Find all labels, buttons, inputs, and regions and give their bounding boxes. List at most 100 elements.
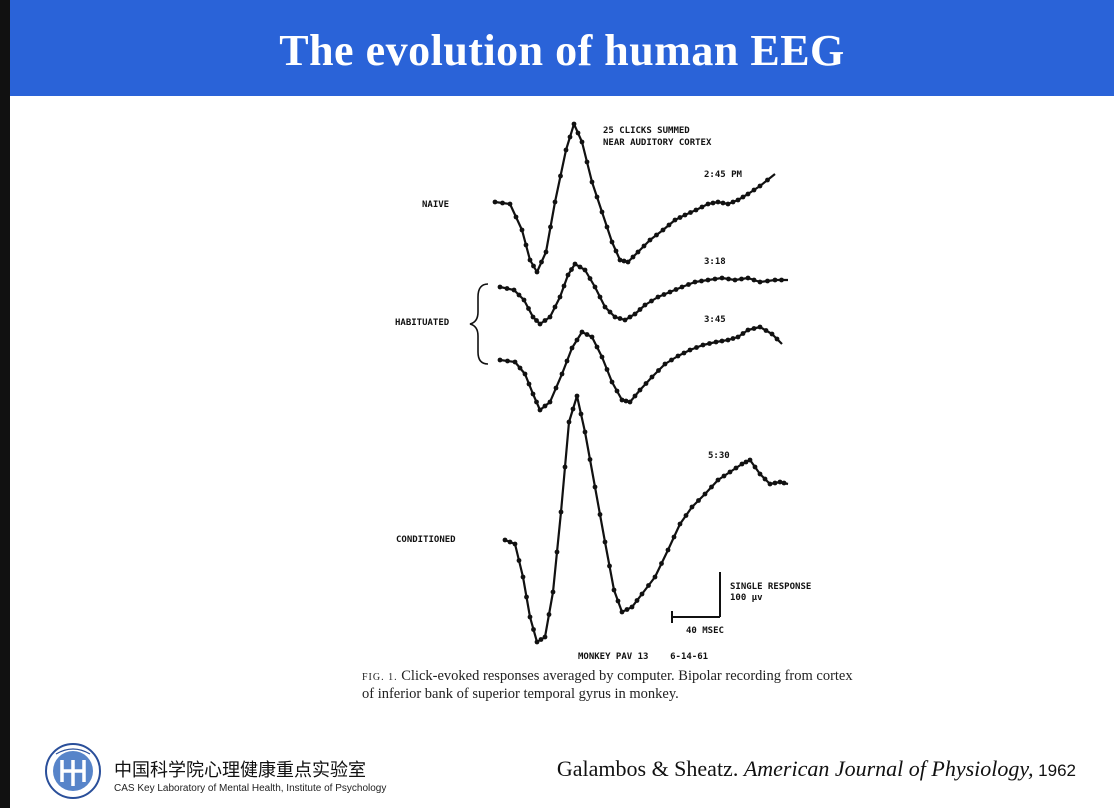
trace-naive-point bbox=[745, 191, 751, 197]
trace-naive-point bbox=[647, 237, 653, 243]
trace-habituated-2-point bbox=[662, 361, 668, 367]
trace-habituated-2-point bbox=[774, 336, 780, 342]
trace-habituated-2 bbox=[499, 325, 783, 412]
trace-conditioned-point bbox=[550, 589, 556, 595]
trace-naive-point bbox=[705, 201, 711, 207]
trace-naive-point bbox=[609, 239, 615, 245]
trace-conditioned-point bbox=[634, 598, 640, 603]
trace-habituated-1-point bbox=[667, 289, 673, 295]
trace-conditioned-point bbox=[683, 513, 689, 518]
trace-conditioned-point bbox=[702, 491, 708, 497]
trace-naive-point bbox=[575, 130, 581, 136]
trace-habituated-2-point bbox=[614, 388, 620, 394]
trace-habituated-1-point bbox=[692, 279, 698, 285]
trace-habituated-1-point bbox=[521, 297, 527, 303]
trace-conditioned-point bbox=[709, 484, 714, 490]
trace-habituated-2-point bbox=[745, 327, 751, 333]
citation-journal: American Journal of Physiology, bbox=[743, 756, 1034, 781]
trace-habituated-1-point bbox=[627, 314, 633, 320]
trace-habituated-2-point bbox=[700, 342, 706, 348]
trace-naive-point bbox=[599, 209, 605, 215]
trace-habituated-1-point bbox=[497, 284, 503, 290]
trace-naive-point bbox=[584, 159, 590, 165]
trace-habituated-1-point bbox=[617, 316, 623, 321]
trace-conditioned-point bbox=[767, 481, 773, 487]
slide-title: The evolution of human EEG bbox=[279, 25, 845, 75]
trace-conditioned-point bbox=[671, 534, 677, 540]
trace-conditioned-point bbox=[538, 637, 544, 642]
trace-naive-point bbox=[677, 215, 683, 220]
trace-habituated-2-point bbox=[599, 354, 605, 360]
trace-habituated-1-point bbox=[712, 276, 718, 282]
eeg-figure: 25 CLICKS SUMMED NEAR AUDITORY CORTEX NA… bbox=[370, 112, 850, 722]
trace-conditioned-point bbox=[696, 498, 701, 503]
trace-conditioned-point bbox=[615, 598, 621, 604]
trace-habituated-2-point bbox=[681, 350, 687, 356]
habituated-brace bbox=[469, 283, 489, 365]
trace-habituated-2-point bbox=[656, 368, 661, 373]
institution-name-en: CAS Key Laboratory of Mental Health, Ins… bbox=[114, 783, 387, 794]
left-edge-bar bbox=[0, 0, 10, 808]
trace-habituated-1-point bbox=[577, 264, 583, 270]
trace-time-habituated-1: 3:18 bbox=[704, 257, 726, 267]
trace-naive-point bbox=[617, 257, 623, 263]
trace-habituated-1-point bbox=[745, 275, 751, 281]
trace-conditioned-point bbox=[527, 614, 533, 620]
trace-conditioned-point bbox=[524, 594, 529, 600]
trace-label-naive: NAIVE bbox=[422, 200, 450, 210]
trace-habituated-2-point bbox=[579, 329, 585, 335]
trace-habituated-2-point bbox=[584, 332, 590, 337]
trace-naive-point bbox=[710, 200, 716, 206]
trace-conditioned-point bbox=[715, 477, 721, 483]
trace-habituated-1-point bbox=[679, 284, 685, 290]
trace-habituated-1-point bbox=[530, 314, 536, 320]
trace-habituated-2-point bbox=[725, 337, 731, 343]
trace-conditioned-point bbox=[689, 504, 695, 510]
trace-conditioned-point bbox=[570, 406, 576, 412]
trace-habituated-2-point bbox=[553, 385, 559, 391]
trace-habituated-1-point bbox=[587, 276, 593, 281]
trace-naive-point bbox=[635, 249, 641, 255]
trace-naive-point bbox=[730, 199, 736, 205]
trace-habituated-2-point bbox=[735, 334, 741, 340]
trace-habituated-2-point bbox=[713, 339, 719, 345]
trace-conditioned-point bbox=[677, 521, 683, 527]
title-bar: The evolution of human EEG bbox=[10, 0, 1114, 96]
trace-habituated-2-point bbox=[637, 387, 643, 393]
trace-conditioned-point bbox=[665, 547, 671, 553]
trace-habituated-1-point bbox=[526, 306, 531, 311]
trace-habituated-2-point bbox=[669, 357, 674, 363]
top-label-line1: 25 CLICKS SUMMED bbox=[603, 126, 690, 136]
trace-conditioned bbox=[504, 394, 789, 644]
trace-naive-point bbox=[625, 259, 631, 265]
trace-naive-point bbox=[735, 197, 741, 203]
trace-naive-point bbox=[720, 200, 726, 206]
trace-conditioned-point bbox=[652, 574, 658, 580]
trace-naive-point bbox=[579, 139, 585, 145]
trace-habituated-1-point bbox=[622, 317, 628, 323]
trace-habituated-2-point bbox=[497, 357, 503, 363]
trace-habituated-2-point bbox=[574, 337, 580, 343]
trace-habituated-2-point bbox=[526, 381, 532, 387]
trace-conditioned-point bbox=[574, 393, 580, 399]
trace-habituated-1-point bbox=[699, 278, 704, 284]
caption-text: Click-evoked responses averaged by compu… bbox=[362, 668, 853, 702]
cas-psychology-logo-icon bbox=[42, 742, 104, 800]
trace-habituated-1-point bbox=[719, 275, 725, 281]
trace-habituated-2-point bbox=[730, 336, 736, 341]
trace-naive-point bbox=[539, 259, 544, 265]
trace-naive-point bbox=[500, 200, 505, 206]
trace-naive-point bbox=[660, 227, 666, 233]
trace-naive-point bbox=[527, 257, 533, 263]
trace-naive-point bbox=[693, 207, 699, 213]
trace-time-naive: 2:45 PM bbox=[704, 170, 742, 180]
trace-naive-point bbox=[765, 177, 770, 183]
trace-conditioned-point bbox=[721, 473, 727, 479]
trace-habituated-1-point bbox=[779, 277, 784, 283]
trace-conditioned-point bbox=[619, 609, 625, 615]
trace-habituated-1-point bbox=[561, 283, 567, 289]
trace-habituated-2-point bbox=[751, 326, 757, 331]
scale-vertical-unit: 100 μv bbox=[730, 593, 763, 603]
trace-habituated-1-point bbox=[732, 277, 738, 283]
trace-naive-point bbox=[548, 224, 553, 230]
